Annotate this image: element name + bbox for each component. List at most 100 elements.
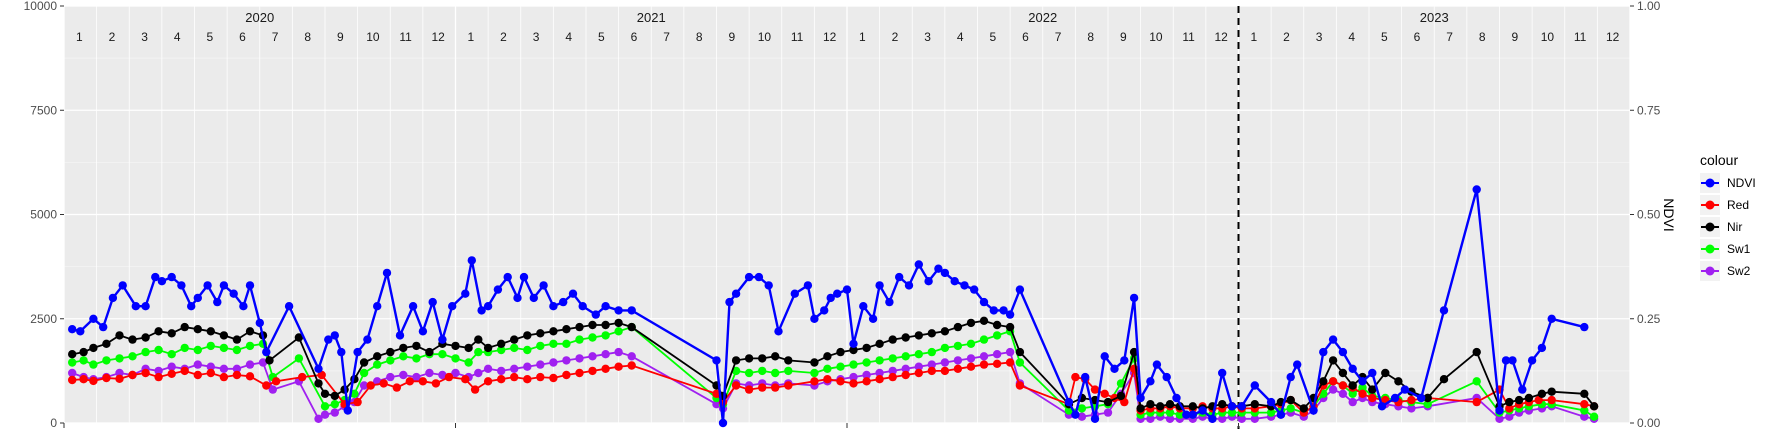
legend-key-point	[1705, 244, 1715, 254]
data-point-ndvi	[1266, 397, 1276, 407]
data-point-sw2	[1165, 414, 1175, 423]
data-point-sw2	[575, 354, 584, 363]
data-point-red	[1472, 397, 1481, 407]
data-point-nir	[849, 345, 858, 355]
data-point-sw1	[731, 366, 741, 376]
data-point-nir	[523, 331, 532, 340]
month-label: 5	[1381, 30, 1388, 44]
data-point-nir	[1328, 356, 1338, 365]
data-point-sw2	[549, 358, 558, 367]
data-point-nir	[953, 322, 963, 332]
month-label: 3	[924, 30, 931, 44]
data-point-nir	[992, 320, 1002, 330]
data-point-red	[979, 360, 989, 369]
data-point-sw2	[438, 370, 447, 380]
data-point-ndvi	[940, 268, 950, 278]
data-point-nir	[784, 356, 793, 365]
series-line-ndvi	[71, 189, 1585, 424]
data-point-sw2	[536, 360, 545, 369]
data-point-sw1	[206, 341, 215, 351]
data-point-ndvi	[141, 302, 150, 311]
data-point-sw1	[927, 347, 936, 357]
data-point-nir	[875, 339, 884, 348]
data-point-nir	[373, 352, 382, 361]
data-point-red	[614, 362, 623, 371]
data-point-ndvi	[970, 285, 979, 294]
data-point-ndvi	[203, 281, 212, 290]
data-point-ndvi	[549, 302, 558, 311]
data-point-sw2	[330, 408, 339, 417]
data-point-ndvi	[627, 306, 636, 315]
data-point-nir	[1250, 400, 1260, 409]
right-axis-title: NDVI	[1661, 198, 1677, 231]
data-point-nir	[1381, 368, 1390, 378]
data-point-red	[810, 377, 819, 386]
data-point-nir	[141, 333, 150, 342]
data-point-nir	[193, 325, 202, 334]
data-point-red	[771, 383, 780, 392]
data-point-red	[102, 373, 111, 383]
data-point-ndvi	[219, 281, 229, 290]
data-point-sw2	[562, 356, 571, 365]
data-point-red	[627, 361, 636, 370]
data-point-sw2	[940, 358, 950, 367]
data-point-sw2	[1103, 408, 1113, 417]
data-point-sw1	[992, 331, 1002, 340]
data-point-nir	[232, 335, 242, 344]
data-point-sw1	[1227, 408, 1237, 417]
data-point-red	[444, 372, 454, 382]
data-point-ndvi	[1146, 377, 1155, 386]
data-point-sw2	[1237, 414, 1247, 423]
data-point-red	[1100, 389, 1109, 398]
year-label-2021: 2021	[637, 10, 666, 25]
data-point-ndvi	[924, 277, 933, 286]
data-point-ndvi	[395, 331, 405, 340]
data-point-nir	[245, 327, 255, 336]
data-point-sw1	[219, 343, 229, 353]
right-tick-label: 0.75	[1637, 103, 1661, 117]
data-point-red	[219, 372, 229, 382]
data-point-sw2	[359, 381, 369, 390]
data-point-ndvi	[428, 297, 437, 307]
data-point-ndvi	[764, 281, 773, 290]
data-point-sw2	[154, 366, 163, 376]
data-point-ndvi	[718, 418, 728, 428]
data-point-sw1	[128, 352, 137, 361]
data-point-nir	[1129, 347, 1139, 357]
data-point-nir	[128, 335, 137, 344]
data-point-red	[1580, 400, 1589, 409]
data-point-sw2	[914, 362, 923, 371]
data-point-red	[1090, 385, 1100, 394]
data-point-ndvi	[989, 306, 998, 315]
data-point-red	[914, 368, 923, 378]
data-point-nir	[823, 352, 832, 361]
data-point-ndvi	[826, 293, 835, 303]
data-point-sw2	[68, 368, 77, 378]
month-label: 6	[239, 30, 246, 44]
data-point-nir	[914, 331, 923, 340]
data-point-sw2	[992, 350, 1002, 359]
data-point-sw2	[314, 414, 323, 423]
data-point-sw1	[330, 400, 339, 409]
legend-key-sw1	[1700, 239, 1720, 259]
data-point-ndvi	[1198, 406, 1207, 415]
data-point-ndvi	[513, 293, 522, 303]
series-ndvi	[68, 185, 1589, 428]
data-point-ndvi	[343, 406, 352, 415]
data-point-ndvi	[950, 277, 959, 286]
data-point-red	[966, 362, 976, 371]
data-point-ndvi	[493, 285, 503, 294]
legend-label-sw1: Sw1	[1727, 242, 1751, 256]
data-point-red	[141, 368, 150, 378]
year-label-2023: 2023	[1420, 10, 1449, 25]
data-point-nir	[1299, 404, 1309, 413]
data-point-ndvi	[1152, 360, 1162, 369]
data-point-ndvi	[1100, 352, 1109, 361]
data-point-sw2	[425, 368, 434, 378]
data-point-sw1	[386, 356, 395, 365]
data-point-ndvi	[904, 281, 914, 290]
data-point-ndvi	[76, 327, 85, 336]
data-point-sw1	[1580, 406, 1589, 415]
data-point-ndvi	[187, 302, 196, 311]
left-tick-label: 2500	[30, 312, 57, 326]
